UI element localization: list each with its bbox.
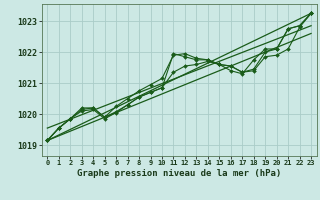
X-axis label: Graphe pression niveau de la mer (hPa): Graphe pression niveau de la mer (hPa) xyxy=(77,169,281,178)
